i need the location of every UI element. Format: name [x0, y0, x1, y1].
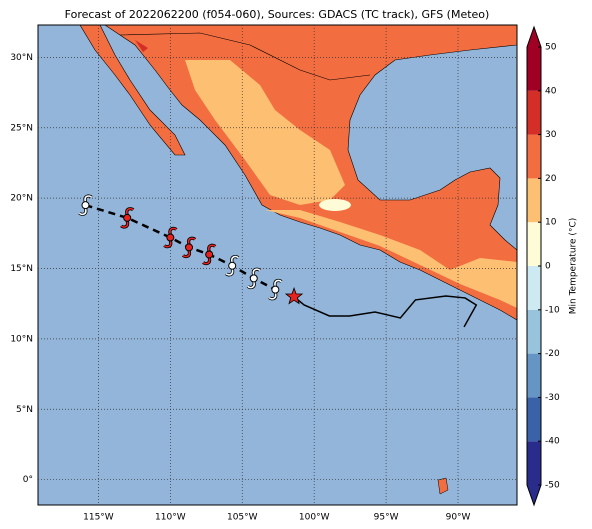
x-tick-label: 105°W	[227, 513, 258, 523]
storm-arm-fill	[225, 255, 239, 276]
colorbar-bin	[527, 309, 541, 354]
cool-spot	[319, 199, 351, 211]
colorbar-bin	[527, 397, 541, 442]
baja-peninsula	[79, 25, 186, 156]
plateau-warm	[185, 60, 345, 205]
storm-arm-fill	[78, 195, 93, 216]
colorbar-bin	[527, 47, 541, 91]
y-tick-label: 30°N	[10, 53, 33, 63]
storm-eye	[205, 250, 214, 259]
storm-arm-fill	[268, 279, 282, 300]
storm-symbol	[78, 194, 93, 216]
storm-symbol	[225, 254, 240, 277]
colorbar-bin	[527, 222, 541, 266]
y-tick-label: 25°N	[10, 123, 33, 133]
hot-spot	[135, 40, 148, 52]
colorbar-bin	[527, 90, 541, 135]
colorbar-extend-bottom	[527, 485, 541, 505]
x-tick-label: 90°W	[446, 513, 471, 523]
storm-eye	[249, 274, 258, 283]
forecast-track	[85, 203, 276, 291]
storm-eye	[185, 243, 194, 252]
colorbar-bin	[527, 178, 541, 223]
y-tick-label: 10°N	[10, 334, 33, 344]
y-tick-label: 5°N	[16, 405, 33, 415]
storm-symbol	[181, 236, 197, 259]
storm-eye	[123, 213, 132, 222]
colorbar-tick-label: -50	[545, 481, 560, 491]
colorbar-bin	[527, 266, 541, 310]
storm-arm-fill	[202, 244, 216, 265]
storm-symbol	[202, 243, 217, 266]
colorbar-tick-label: 10	[545, 218, 557, 228]
current-position	[284, 286, 304, 305]
colorbar-tick-label: 30	[545, 130, 557, 140]
x-tick-label: 95°W	[374, 513, 399, 523]
colorbar-tick-label: -20	[545, 349, 560, 359]
storm-arm-fill	[120, 207, 134, 228]
x-tick-label: 100°W	[299, 513, 330, 523]
colorbar-tick-label: 0	[545, 262, 551, 272]
storm-eye	[81, 201, 90, 210]
colorbar-tick-label: -40	[545, 437, 560, 447]
storm-arm-fill	[163, 227, 177, 248]
map-area	[38, 25, 517, 505]
storm-eye	[271, 285, 280, 294]
y-tick-label: 20°N	[10, 194, 33, 204]
storm-symbol	[246, 267, 261, 290]
overlay	[38, 25, 517, 505]
colorbar-tick-label: 40	[545, 86, 557, 96]
map-title: Forecast of 2022062200 (f054-060), Sourc…	[65, 8, 490, 21]
colorbar-bin	[527, 134, 541, 179]
storm-symbol	[120, 207, 135, 229]
colorbar-bin	[527, 441, 541, 485]
colorbar-label: Min Temperature (°C)	[569, 218, 579, 315]
y-tick-label: 15°N	[10, 264, 33, 274]
map-frame	[37, 24, 518, 506]
storm-arm-fill	[182, 237, 196, 258]
colorbar-bin	[527, 353, 541, 398]
storm-symbol	[163, 226, 178, 249]
past-track	[293, 295, 478, 328]
storm-symbol	[268, 278, 283, 301]
storm-eye	[166, 233, 175, 242]
colorbar-tick-label: -30	[545, 393, 560, 403]
x-tick-label: 115°W	[83, 513, 114, 523]
colorbar-tick-label: 50	[545, 43, 557, 53]
islands	[437, 477, 449, 495]
colorbar-extend-top	[527, 27, 541, 47]
colorbar-tick-label: -10	[545, 305, 560, 315]
colorbar-tick-label: 20	[545, 174, 557, 184]
x-tick-label: 110°W	[155, 513, 186, 523]
y-tick-label: 0°	[23, 475, 33, 485]
storm-arm-fill	[247, 268, 261, 289]
storm-eye	[228, 261, 237, 270]
